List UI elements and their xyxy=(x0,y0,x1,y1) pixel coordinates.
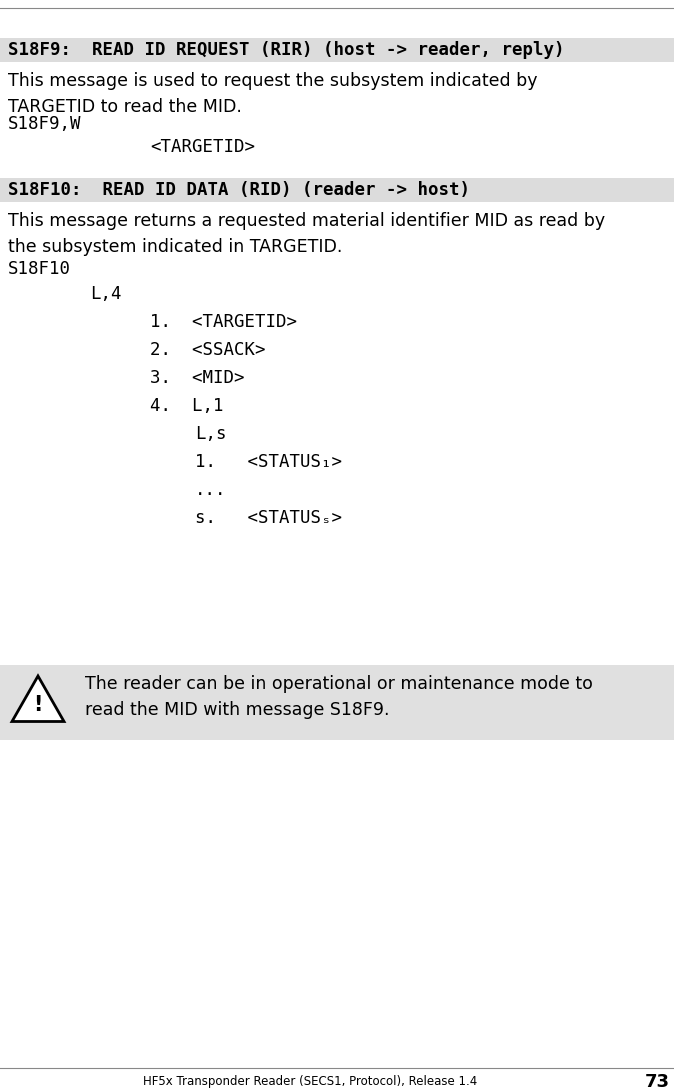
Text: This message returns a requested material identifier MID as read by
the subsyste: This message returns a requested materia… xyxy=(8,212,605,255)
Text: HF5x Transponder Reader (SECS1, Protocol), Release 1.4: HF5x Transponder Reader (SECS1, Protocol… xyxy=(143,1076,477,1089)
Text: 1.   <STATUS₁>: 1. <STATUS₁> xyxy=(195,453,342,471)
Text: The reader can be in operational or maintenance mode to
read the MID with messag: The reader can be in operational or main… xyxy=(85,675,593,719)
Text: 3.  <MID>: 3. <MID> xyxy=(150,369,245,387)
Text: This message is used to request the subsystem indicated by
TARGETID to read the : This message is used to request the subs… xyxy=(8,72,537,116)
Text: <TARGETID>: <TARGETID> xyxy=(150,137,255,156)
Text: S18F9,W: S18F9,W xyxy=(8,115,82,133)
Text: S18F10: S18F10 xyxy=(8,260,71,278)
Text: !: ! xyxy=(33,695,42,715)
Polygon shape xyxy=(12,676,64,721)
Text: 2.  <SSACK>: 2. <SSACK> xyxy=(150,341,266,359)
Text: L,4: L,4 xyxy=(90,285,121,303)
Text: 4.  L,1: 4. L,1 xyxy=(150,397,224,415)
Bar xyxy=(0,666,674,740)
Text: S18F9:  READ ID REQUEST (RIR) (host -> reader, reply): S18F9: READ ID REQUEST (RIR) (host -> re… xyxy=(8,41,565,59)
Text: S18F10:  READ ID DATA (RID) (reader -> host): S18F10: READ ID DATA (RID) (reader -> ho… xyxy=(8,181,470,199)
Text: 73: 73 xyxy=(645,1074,670,1091)
Text: 1.  <TARGETID>: 1. <TARGETID> xyxy=(150,313,297,331)
Text: L,s: L,s xyxy=(195,425,226,443)
Text: s.   <STATUSₛ>: s. <STATUSₛ> xyxy=(195,509,342,527)
Text: ...: ... xyxy=(195,481,226,499)
Bar xyxy=(0,38,674,62)
Bar xyxy=(0,178,674,202)
